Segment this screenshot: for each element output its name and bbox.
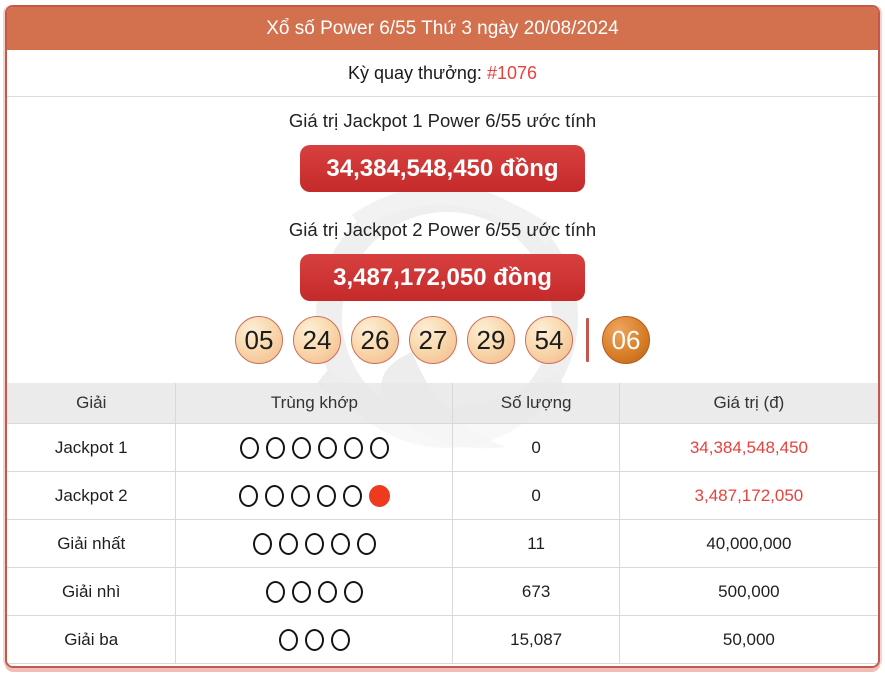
match-circle-open <box>265 580 285 603</box>
col-header-count: Số lượng <box>452 383 620 424</box>
match-circle-open <box>238 484 258 507</box>
prize-row: Jackpot 2 0 3,487,172,050 <box>7 471 878 520</box>
match-pattern <box>175 615 454 664</box>
winning-number-ball: 05 <box>235 316 283 364</box>
match-circle-open <box>317 580 337 603</box>
match-circle-open <box>264 484 284 507</box>
lottery-results-card: Xổ số Power 6/55 Thứ 3 ngày 20/08/2024 K… <box>5 5 880 668</box>
match-circle-open <box>304 628 324 651</box>
prize-row: Giải nhì 673 500,000 <box>7 567 878 616</box>
match-circle-open <box>252 532 272 555</box>
match-circle-open <box>317 436 337 459</box>
match-circle-power <box>368 484 390 507</box>
match-circle-open <box>330 532 350 555</box>
prize-row: Giải nhất 11 40,000,000 <box>7 519 878 568</box>
prize-table-header-row: Giải Trùng khớp Số lượng Giá trị (đ) <box>7 383 878 424</box>
col-header-prize: Giải <box>7 383 177 424</box>
match-circle-open <box>290 484 310 507</box>
match-pattern <box>175 471 454 520</box>
prize-value: 40,000,000 <box>618 519 878 568</box>
table-footer-spacer <box>7 664 878 666</box>
page-title: Xổ số Power 6/55 Thứ 3 ngày 20/08/2024 <box>7 7 878 50</box>
winning-number-ball: 54 <box>525 316 573 364</box>
match-circle-open <box>343 436 363 459</box>
match-circle-open <box>369 436 389 459</box>
winner-count: 11 <box>452 519 620 568</box>
match-circle-open <box>304 532 324 555</box>
match-circle-open <box>330 628 350 651</box>
winner-count: 0 <box>452 423 620 472</box>
balls-row: 05 24 26 27 29 54 06 <box>7 316 878 364</box>
jackpot2-amount-button[interactable]: 3,487,172,050 đồng <box>300 254 585 301</box>
prize-name: Giải ba <box>7 615 177 664</box>
winning-number-ball: 29 <box>467 316 515 364</box>
match-circle-open <box>278 532 298 555</box>
winning-number-ball: 27 <box>409 316 457 364</box>
match-circle-open <box>291 436 311 459</box>
draw-period-label: Kỳ quay thưởng: <box>347 63 482 83</box>
prize-name: Giải nhì <box>7 567 177 616</box>
match-circle-open <box>316 484 336 507</box>
match-circle-open <box>342 484 362 507</box>
match-pattern <box>175 519 454 568</box>
page-title-text: Xổ số Power 6/55 Thứ 3 ngày 20/08/2024 <box>266 18 619 39</box>
draw-period-number: #1076 <box>486 63 537 83</box>
prize-value: 50,000 <box>618 615 878 664</box>
prize-name: Giải nhất <box>7 519 177 568</box>
winning-number-ball: 26 <box>351 316 399 364</box>
jackpot2-label: Giá trị Jackpot 2 Power 6/55 ước tính <box>288 219 597 240</box>
winner-count: 673 <box>452 567 620 616</box>
col-header-match: Trùng khớp <box>175 383 454 424</box>
winning-number-ball: 24 <box>293 316 341 364</box>
prize-value: 34,384,548,450 <box>618 423 878 472</box>
match-circle-open <box>239 436 259 459</box>
winner-count: 0 <box>452 471 620 520</box>
prize-value: 500,000 <box>618 567 878 616</box>
match-pattern <box>175 423 454 472</box>
match-circle-open <box>356 532 376 555</box>
prize-value: 3,487,172,050 <box>618 471 878 520</box>
col-header-value: Giá trị (đ) <box>618 383 878 424</box>
power-ball-divider <box>586 318 589 362</box>
winner-count: 15,087 <box>452 615 620 664</box>
prize-row: Jackpot 1 0 34,384,548,450 <box>7 423 878 472</box>
jackpot1-label: Giá trị Jackpot 1 Power 6/55 ước tính <box>288 110 597 131</box>
prize-row: Giải ba 15,087 50,000 <box>7 615 878 664</box>
prize-table: Giải Trùng khớp Số lượng Giá trị (đ) Jac… <box>7 383 878 664</box>
prize-name: Jackpot 1 <box>7 423 177 472</box>
match-circle-open <box>343 580 363 603</box>
draw-period-row: Kỳ quay thưởng: #1076 <box>7 50 878 97</box>
jackpot1-amount-button[interactable]: 34,384,548,450 đồng <box>300 145 585 192</box>
prize-table-body: Jackpot 1 0 34,384,548,450 Jackpot 2 0 3,487,… <box>7 423 878 664</box>
prize-name: Jackpot 2 <box>7 471 177 520</box>
match-circle-open <box>265 436 285 459</box>
match-circle-open <box>291 580 311 603</box>
power-number-ball: 06 <box>602 316 650 364</box>
match-pattern <box>175 567 454 616</box>
match-circle-open <box>278 628 298 651</box>
